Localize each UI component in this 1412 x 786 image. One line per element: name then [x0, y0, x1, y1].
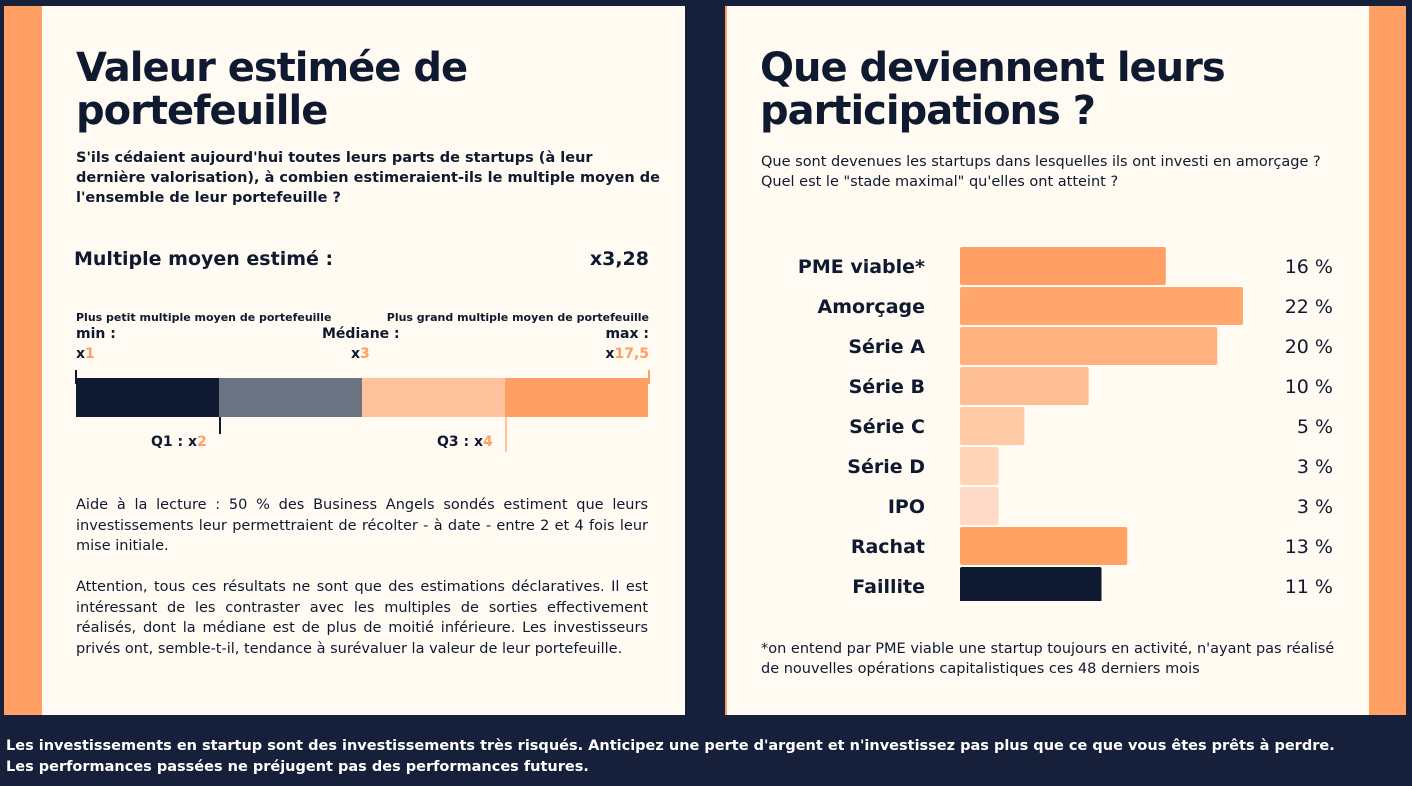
right-panel: Que deviennent leurs participations ? Qu…	[725, 6, 1406, 715]
title-line-1: Que deviennent leurs	[760, 45, 1226, 91]
value-label: 3 %	[1297, 496, 1333, 518]
category-label: Série C	[849, 416, 925, 438]
bar	[960, 447, 999, 485]
q3-text: Q3 : x	[437, 434, 484, 450]
max-label: max :	[605, 326, 649, 342]
bar	[960, 247, 1166, 285]
max-number: 17,5	[614, 346, 649, 362]
disclaimer-line-2: Les performances passées ne préjugent pa…	[6, 759, 589, 775]
quartile-bar	[76, 378, 648, 417]
min-caption: Plus petit multiple moyen de portefeuill…	[76, 311, 332, 324]
participations-card: Que deviennent leurs participations ? Qu…	[727, 6, 1369, 715]
min-prefix: x	[76, 346, 86, 362]
bar	[960, 367, 1089, 405]
median-label: Médiane :	[322, 326, 400, 342]
quartile-segment-3	[362, 378, 505, 417]
bar	[960, 527, 1128, 565]
median-value: x3	[351, 346, 370, 362]
median-number: 3	[360, 346, 370, 362]
quartile-segment-1	[76, 378, 219, 417]
value-label: 11 %	[1285, 576, 1333, 598]
bar	[960, 487, 999, 525]
min-label: min :	[76, 326, 116, 342]
category-label: Série D	[847, 456, 925, 478]
bar	[960, 327, 1218, 365]
bar	[960, 567, 1102, 601]
value-label: 5 %	[1297, 416, 1333, 438]
category-label: Série A	[848, 336, 925, 358]
quartile-segment-4	[505, 378, 648, 417]
risk-disclaimer: Les investissements en startup sont des …	[6, 736, 1406, 778]
min-number: 1	[85, 346, 95, 362]
q3-tick	[505, 417, 507, 452]
category-label: Amorçage	[818, 296, 926, 318]
portfolio-value-title: Valeur estimée de portefeuille	[76, 45, 468, 134]
category-label: Série B	[849, 376, 925, 398]
max-value: x17,5	[605, 346, 649, 362]
bar	[960, 287, 1243, 325]
value-label: 16 %	[1285, 256, 1333, 278]
category-label: Faillite	[852, 576, 925, 598]
q1-tick	[219, 417, 221, 434]
footnote: *on entend par PME viable une startup to…	[761, 641, 1335, 677]
category-label: Rachat	[851, 536, 925, 558]
value-label: 3 %	[1297, 456, 1333, 478]
q3-number: 4	[483, 434, 493, 450]
stage-bar-chart: PME viable* 16 % Amorçage 22 % Série A 20 % Sé…	[798, 247, 1333, 601]
portfolio-intro: S'ils cédaient aujourd'hui toutes leurs …	[76, 150, 660, 206]
min-value: x1	[76, 346, 95, 362]
q3-label: Q3 : x4	[437, 434, 493, 450]
portfolio-value-card: Valeur estimée de portefeuille S'ils céd…	[42, 6, 685, 715]
left-panel: Valeur estimée de portefeuille S'ils céd…	[4, 6, 685, 715]
multiple-value: x3,28	[589, 248, 649, 270]
median-prefix: x	[351, 346, 361, 362]
reading-aid: Aide à la lecture : 50 % des Business An…	[76, 497, 648, 554]
title-line-1: Valeur estimée de	[76, 45, 468, 91]
multiple-label: Multiple moyen estimé :	[74, 248, 334, 270]
max-prefix: x	[605, 346, 615, 362]
value-label: 13 %	[1285, 536, 1333, 558]
title-line-2: portefeuille	[76, 88, 328, 134]
category-label: PME viable*	[798, 256, 925, 278]
warning-text: Attention, tous ces résultats ne sont qu…	[76, 579, 648, 657]
min-tick	[75, 370, 77, 384]
title-line-2: participations ?	[760, 88, 1096, 134]
value-label: 20 %	[1285, 336, 1333, 358]
value-label: 10 %	[1285, 376, 1333, 398]
quartile-segment-2	[219, 378, 362, 417]
disclaimer-line-1: Les investissements en startup sont des …	[6, 738, 1335, 754]
category-label: IPO	[888, 496, 925, 518]
max-tick	[648, 370, 650, 384]
bar	[960, 407, 1025, 445]
participations-title: Que deviennent leurs participations ?	[760, 45, 1226, 134]
participations-intro: Que sont devenues les startups dans lesq…	[761, 154, 1321, 190]
q1-text: Q1 : x	[151, 434, 198, 450]
q1-label: Q1 : x2	[151, 434, 207, 450]
value-label: 22 %	[1285, 296, 1333, 318]
max-caption: Plus grand multiple moyen de portefeuill…	[386, 311, 649, 324]
q1-number: 2	[197, 434, 207, 450]
